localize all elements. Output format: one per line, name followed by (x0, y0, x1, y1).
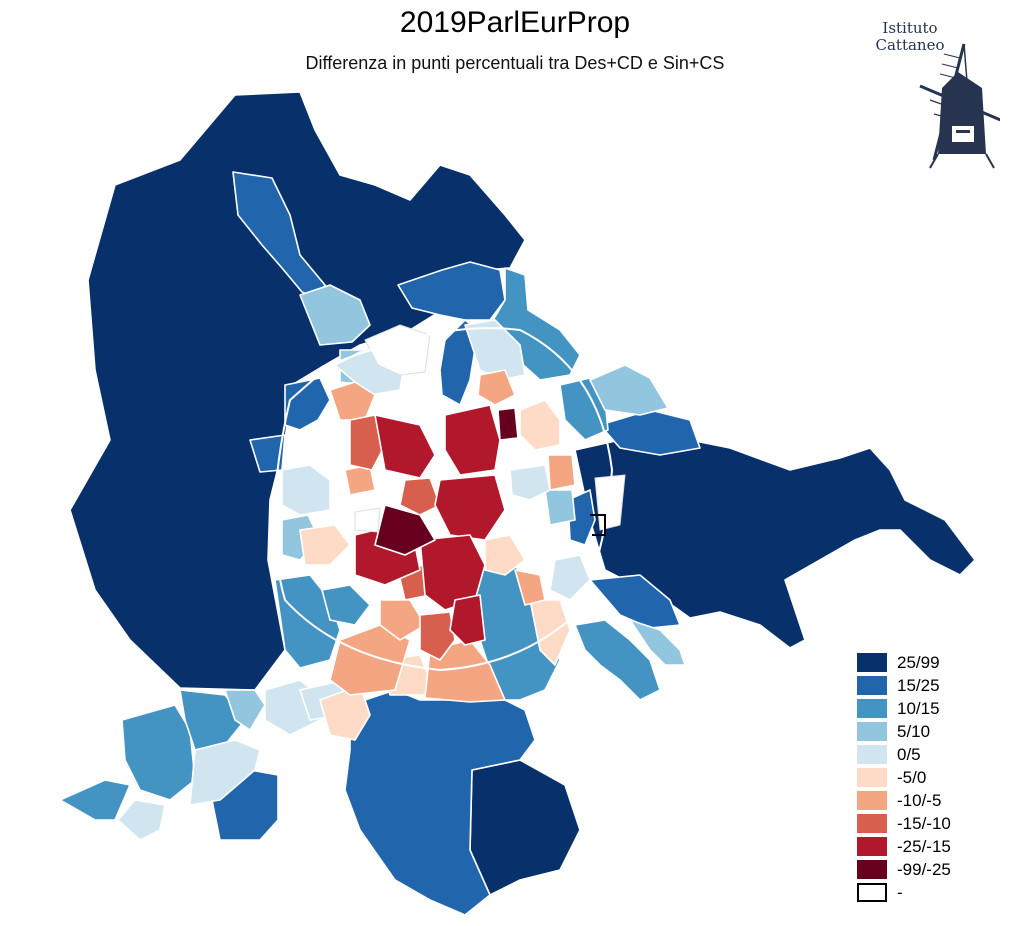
legend-label: 25/99 (897, 653, 940, 672)
zone-center-13 (444, 404, 501, 476)
zone-southwest-2 (59, 779, 131, 821)
zone-center-core (374, 504, 436, 556)
legend-label: 10/15 (897, 699, 940, 718)
zone-center-10 (399, 477, 441, 516)
zone-east-2 (589, 574, 681, 629)
legend-label: -10/-5 (897, 791, 942, 810)
zone-northeast-2 (589, 364, 669, 416)
legend-swatch (857, 745, 887, 764)
logo-line-2: Cattaneo (875, 36, 945, 54)
map-subtitle: Differenza in punti percentuali tra Des+… (305, 53, 725, 73)
zone-north-4 (299, 284, 371, 346)
legend-label: -5/0 (897, 768, 927, 787)
legend-label: 15/25 (897, 676, 940, 695)
logo-line-1: Istituto (882, 19, 938, 37)
legend-label: - (897, 883, 903, 902)
zone-center-6 (547, 454, 576, 491)
zone-center-core-2 (497, 407, 519, 441)
legend-swatch (857, 676, 887, 695)
legend-swatch (857, 699, 887, 718)
zone-southwest-4 (224, 689, 266, 731)
zone-center-14 (434, 474, 506, 541)
zone-center-4 (477, 369, 516, 406)
zone-southwest-6 (189, 739, 261, 806)
zone-center-east (567, 489, 596, 546)
zone-east-5 (509, 464, 551, 501)
legend-swatch (857, 837, 887, 856)
zone-east (574, 439, 976, 649)
zone-west-4 (321, 584, 371, 626)
legend-swatch (857, 768, 887, 787)
zone-east-4 (544, 489, 576, 526)
zone-southeast-1 (574, 619, 661, 701)
legend-label: -25/-15 (897, 837, 951, 856)
legend-swatch (857, 860, 887, 879)
windmill-icon (919, 43, 1000, 169)
zone-north-3 (439, 319, 479, 406)
legend-label: -99/-25 (897, 860, 951, 879)
logo-text: Istituto Cattaneo (860, 20, 960, 54)
istituto-cattaneo-logo: Istituto Cattaneo (860, 14, 1000, 174)
map-title: 2019ParlEurProp (399, 6, 631, 39)
zone-no-data-3 (354, 507, 381, 533)
zone-south-7 (419, 611, 456, 661)
zone-north-6 (464, 319, 526, 381)
legend-label: 0/5 (897, 745, 921, 764)
zone-center-2 (299, 524, 351, 566)
zone-center-1 (519, 399, 561, 451)
legend-label: -15/-10 (897, 814, 951, 833)
zone-south (469, 759, 581, 896)
zone-south-8 (449, 594, 486, 646)
zone-center-5 (329, 381, 376, 421)
legend-swatch (857, 883, 887, 902)
zone-center-9 (349, 414, 386, 471)
legend-label: 5/10 (897, 722, 931, 741)
legend-swatch (857, 814, 887, 833)
zone-center-12 (374, 414, 436, 479)
zone-southwest-7 (117, 799, 166, 841)
zone-southeast-2 (629, 619, 686, 666)
ring-road (273, 327, 614, 672)
zone-north-2 (397, 261, 506, 321)
zone-west-6 (281, 464, 331, 516)
zone-center-7 (514, 569, 546, 606)
legend-swatch (857, 791, 887, 810)
boundary-mark (590, 514, 606, 536)
legend-swatch (857, 722, 887, 741)
zone-southwest-1 (121, 704, 196, 801)
zone-no-data-2 (594, 474, 626, 531)
zone-center-3 (484, 534, 526, 576)
zone-east-6 (549, 554, 591, 601)
legend-swatch (857, 653, 887, 672)
